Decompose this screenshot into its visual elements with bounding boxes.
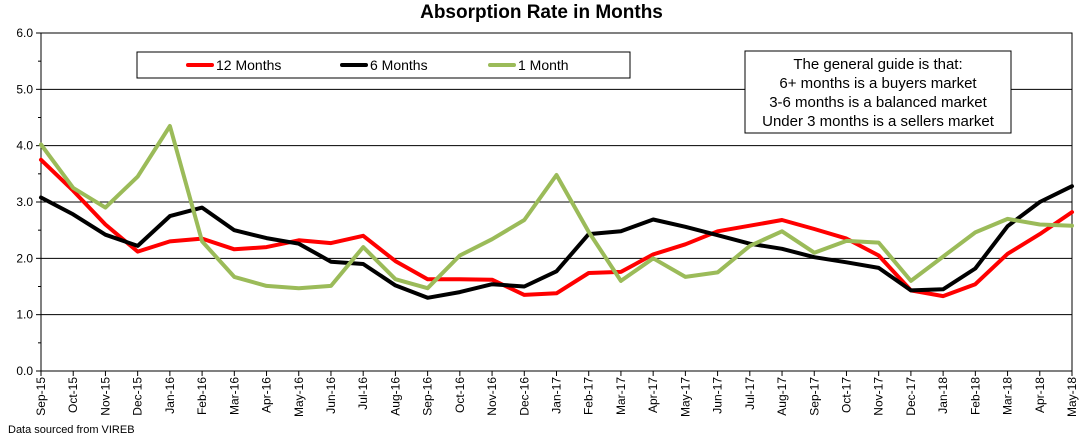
- x-tick-label-18: Mar-17: [614, 377, 628, 415]
- y-tick-label-3: 3.0: [16, 195, 33, 209]
- y-tick-label-0: 0.0: [16, 364, 33, 378]
- x-tick-label-0: Sep-15: [34, 377, 48, 416]
- x-tick-label-8: May-16: [292, 377, 306, 417]
- guide-line-3: Under 3 months is a sellers market: [762, 113, 995, 130]
- x-tick-label-25: Oct-17: [839, 377, 853, 413]
- guide-box: [744, 50, 1012, 134]
- legend-label-0: 12 Months: [216, 57, 281, 73]
- legend: 12 Months 6 Months 1 Month: [136, 51, 631, 79]
- x-tick-label-5: Feb-16: [195, 377, 209, 415]
- x-tick-label-21: Jun-17: [711, 377, 725, 414]
- series-line-12-months: [39, 157, 1074, 299]
- axes: 0.0 1.0 2.0 3.0 4.0 5.0 6.0 Sep-15 Oct-15 Nov-15 D…: [16, 26, 1079, 417]
- y-tick-label-4: 4.0: [16, 139, 33, 153]
- x-tick-label-29: Feb-18: [968, 377, 982, 415]
- x-tick-label-19: Apr-17: [646, 377, 660, 413]
- x-tick-label-31: Apr-18: [1033, 377, 1047, 413]
- guide-line-2: 3-6 months is a balanced market: [769, 94, 987, 111]
- y-tick-label-1: 1.0: [16, 308, 33, 322]
- x-tick-label-17: Feb-17: [582, 377, 596, 415]
- x-tick-label-3: Dec-15: [131, 377, 145, 416]
- x-tick-label-6: Mar-16: [227, 377, 241, 415]
- x-tick-label-10: Jul-16: [356, 377, 370, 410]
- guide-note: The general guide is that: 6+ months is a…: [744, 50, 1012, 134]
- x-tick-label-32: May-18: [1065, 377, 1079, 417]
- y-tick-label-6: 6.0: [16, 26, 33, 40]
- x-tick-label-28: Jan-18: [936, 377, 950, 414]
- x-tick-label-2: Nov-15: [98, 377, 112, 416]
- y-tick-label-5: 5.0: [16, 82, 33, 96]
- x-tick-label-23: Aug-17: [775, 377, 789, 416]
- x-tick-label-15: Dec-16: [517, 377, 531, 416]
- x-tick-label-30: Mar-18: [1001, 377, 1015, 415]
- x-tick-label-11: Aug-16: [388, 377, 402, 416]
- y-tick-label-2: 2.0: [16, 251, 33, 265]
- x-tick-label-13: Oct-16: [453, 377, 467, 413]
- x-tick-label-7: Apr-16: [260, 377, 274, 413]
- series-lines: [39, 124, 1074, 300]
- legend-label-1: 6 Months: [370, 57, 428, 73]
- x-tick-label-1: Oct-15: [66, 377, 80, 413]
- source-note: Data sourced from VIREB: [8, 424, 135, 436]
- x-tick-label-9: Jun-16: [324, 377, 338, 414]
- x-tick-label-26: Nov-17: [872, 377, 886, 416]
- guide-line-1: 6+ months is a buyers market: [779, 75, 977, 92]
- series-line-1-month: [39, 124, 1074, 291]
- x-tick-label-27: Dec-17: [904, 377, 918, 416]
- x-tick-label-14: Nov-16: [485, 377, 499, 416]
- x-tick-label-16: Jan-17: [550, 377, 564, 414]
- legend-box: [136, 51, 631, 79]
- guide-line-0: The general guide is that:: [793, 56, 962, 73]
- x-tick-label-24: Sep-17: [807, 377, 821, 416]
- series-line-6-months: [39, 184, 1074, 300]
- x-tick-label-4: Jan-16: [163, 377, 177, 414]
- legend-label-2: 1 Month: [518, 57, 569, 73]
- x-tick-label-12: Sep-16: [421, 377, 435, 416]
- x-tick-label-20: May-17: [678, 377, 692, 417]
- x-tick-label-22: Jul-17: [743, 377, 757, 410]
- chart-title: Absorption Rate in Months: [420, 2, 663, 23]
